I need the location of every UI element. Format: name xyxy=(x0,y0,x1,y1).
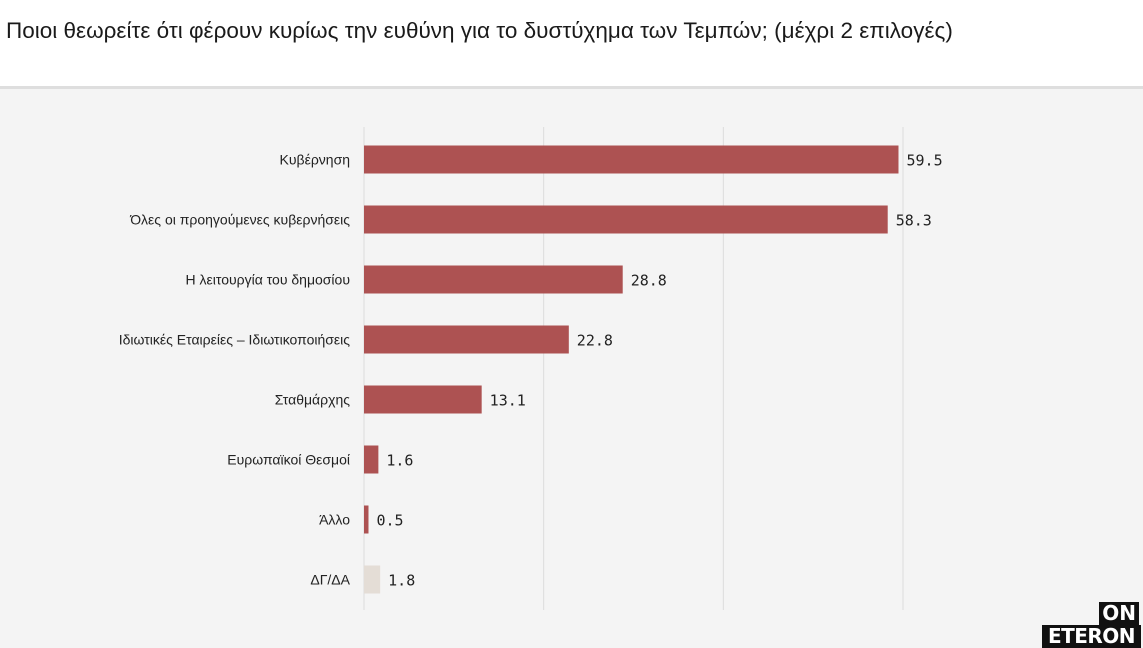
title-divider xyxy=(0,86,1143,89)
category-label: ΔΓ/ΔΑ xyxy=(310,572,350,588)
chart-title: Ποιοι θεωρείτε ότι φέρουν κυρίως την ευθ… xyxy=(6,18,953,43)
bar xyxy=(364,205,888,234)
value-label: 22.8 xyxy=(577,332,613,350)
eteron-logo: ON ETERON xyxy=(1042,602,1141,648)
bar xyxy=(364,265,623,294)
title-band: Ποιοι θεωρείτε ότι φέρουν κυρίως την ευθ… xyxy=(0,0,1143,86)
category-label: Ευρωπαϊκοί Θεσμοί xyxy=(227,452,350,468)
value-label: 1.6 xyxy=(386,452,413,470)
bar xyxy=(364,505,369,534)
value-label: 1.8 xyxy=(388,572,415,590)
bar xyxy=(364,565,381,594)
logo-on-text: ON xyxy=(1099,602,1139,625)
bar xyxy=(364,325,569,354)
value-label: 59.5 xyxy=(906,152,942,170)
category-label: Όλες οι προηγούμενες κυβερνήσεις xyxy=(129,212,350,228)
category-label: Άλλο xyxy=(319,512,350,528)
value-label: 0.5 xyxy=(376,512,403,530)
bar xyxy=(364,145,899,174)
logo-eteron-text: ETERON xyxy=(1042,625,1141,648)
category-label: Η λειτουργία του δημοσίου xyxy=(186,272,350,288)
category-label: Ιδιωτικές Εταιρείες – Ιδιωτικοποιήσεις xyxy=(119,332,351,348)
value-label: 58.3 xyxy=(896,212,932,230)
bar xyxy=(364,385,482,414)
bar xyxy=(364,445,379,474)
category-label: Σταθμάρχης xyxy=(275,392,350,408)
category-label: Κυβέρνηση xyxy=(280,152,350,168)
value-label: 13.1 xyxy=(490,392,526,410)
value-label: 28.8 xyxy=(631,272,667,290)
